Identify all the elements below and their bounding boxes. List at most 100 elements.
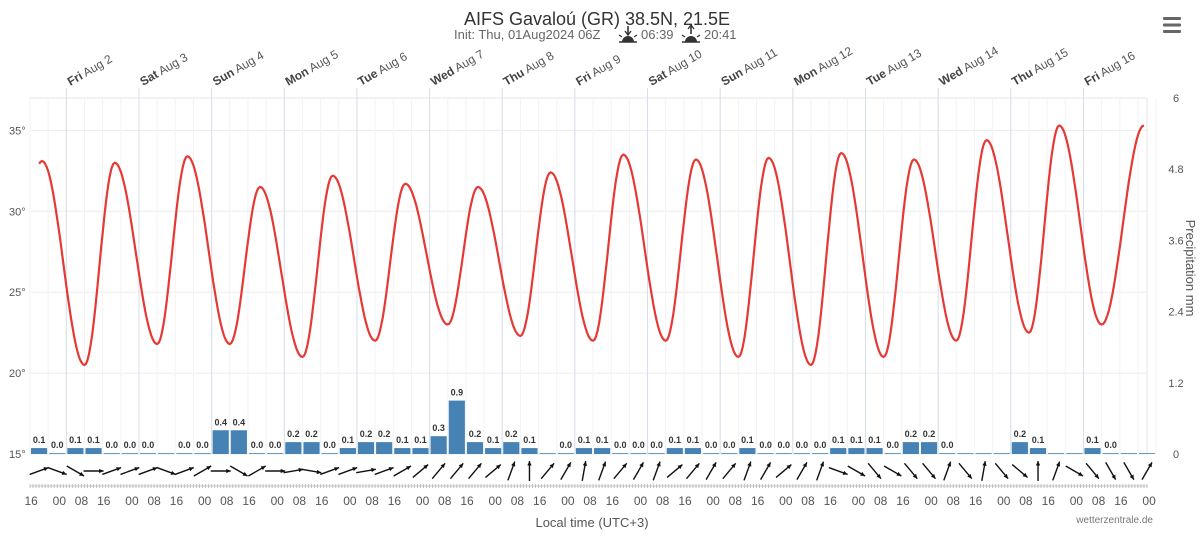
precip-value-label: 0.0 [251, 440, 264, 450]
wind-arrow-head [601, 461, 607, 467]
wind-arrow [156, 466, 176, 476]
precip-value-label: 0.2 [378, 429, 391, 439]
wind-arrow [943, 461, 952, 481]
wind-arrow [412, 464, 429, 478]
precip-value-label: 0.0 [796, 440, 809, 450]
precipitation-bars [31, 400, 1156, 454]
wind-arrow-head [842, 470, 848, 475]
wind-arrow-head [819, 461, 824, 467]
wind-arrow-head [549, 463, 555, 469]
precip-value-label: 0.1 [578, 435, 591, 445]
precip-value-label: 0.2 [923, 429, 936, 439]
wind-arrow [796, 461, 808, 481]
precip-bar [1102, 453, 1119, 454]
precip-value-label: 0.1 [1086, 435, 1099, 445]
precip-value-label: 0.3 [432, 423, 445, 433]
wind-arrow-head [1035, 461, 1041, 466]
precip-bar [212, 430, 229, 454]
wind-arrow-head [566, 462, 571, 468]
wind-arrow-head [440, 463, 446, 469]
precip-bar [575, 448, 593, 454]
time-tick-label: 16 [388, 494, 402, 508]
day-labels: Fri Aug 2 Sat Aug 3 Sun Aug 4 Mon Aug 5 Tue … [65, 43, 1138, 88]
precip-axis-label: 1.2 [1168, 378, 1183, 390]
time-tick-label: 08 [365, 494, 379, 508]
precip-bar [884, 453, 901, 454]
time-tick-label: 08 [438, 494, 452, 508]
wind-arrow-head [206, 466, 212, 471]
time-tick-label: 08 [75, 494, 89, 508]
wind-arrow-head [495, 464, 501, 470]
x-axis-title: Local time (UTC+3) [535, 515, 648, 530]
temp-axis-label: 35° [9, 125, 26, 137]
time-tick-label: 16 [824, 494, 838, 508]
precip-value-label: 0.0 [632, 440, 645, 450]
wind-arrow [485, 464, 502, 478]
time-tick-label: 00 [125, 494, 139, 508]
precip-bar [103, 453, 120, 454]
precip-value-label: 0.1 [596, 435, 609, 445]
precip-bar [466, 442, 484, 454]
precip-value-label: 0.0 [1104, 440, 1117, 450]
wind-arrow-head [1111, 474, 1116, 480]
wind-arrow [265, 468, 286, 474]
precip-value-label: 0.1 [868, 435, 881, 445]
precipitation-labels: 0.1 0.0 0.1 0.1 0.0 0.0 0.0 0.0 0.0 0.4 0.4 0.0 0.0 0… [33, 388, 1117, 451]
day-date: Aug 15 [1028, 45, 1071, 78]
precip-bar [31, 448, 48, 454]
wind-arrow-head [912, 473, 918, 479]
precip-bar [830, 448, 847, 454]
day-label: Mon Aug 5 [283, 47, 341, 89]
day-date: Aug 4 [230, 48, 267, 77]
time-tick-label: 00 [416, 494, 430, 508]
precip-bar [121, 453, 138, 454]
precip-value-label: 0.4 [233, 417, 246, 427]
credit-link[interactable]: wetterzentrale.de [1075, 515, 1153, 526]
wind-arrow [138, 466, 158, 476]
precip-bar [757, 453, 774, 454]
precip-bar [975, 453, 992, 454]
wind-arrow-head [766, 462, 771, 468]
time-tick-label: 00 [779, 494, 793, 508]
precip-value-label: 0.0 [705, 440, 718, 450]
wind-arrow-head [280, 468, 286, 474]
day-label: Sat Aug 10 [646, 47, 705, 89]
precip-value-label: 0.2 [305, 429, 318, 439]
wind-arrow-head [170, 470, 176, 475]
wind-arrow-head [582, 461, 588, 466]
precip-value-label: 0.1 [669, 435, 682, 445]
wind-arrow-head [711, 462, 717, 468]
wind-arrow-head [1056, 461, 1061, 467]
chart-title: AIFS Gavaloú (GR) 38.5N, 21.5E [464, 9, 730, 29]
wind-arrow [338, 466, 358, 476]
precip-bar [1066, 453, 1083, 454]
wind-arrow-head [458, 463, 464, 469]
time-tick-label: 16 [97, 494, 111, 508]
precip-axis-label: 4.8 [1168, 164, 1183, 176]
wind-arrow [775, 464, 792, 478]
wind-arrow [815, 461, 825, 481]
precip-value-label: 0.0 [142, 440, 155, 450]
precip-value-label: 0.0 [614, 440, 627, 450]
time-tick-label: 16 [678, 494, 692, 508]
time-tick-label: 16 [969, 494, 983, 508]
precip-bar [376, 442, 393, 454]
precip-value-label: 0.0 [941, 440, 954, 450]
sunset-icon [681, 23, 701, 43]
time-tick-label: 16 [606, 494, 620, 508]
precip-bar [666, 448, 683, 454]
time-tick-label: 08 [147, 494, 161, 508]
hamburger-menu-icon[interactable] [1162, 16, 1182, 34]
precip-bar [412, 448, 429, 454]
time-tick-label: 08 [656, 494, 670, 508]
wind-arrow-head [260, 466, 266, 471]
day-label: Fri Aug 2 [65, 52, 115, 89]
time-tick-label: 08 [947, 494, 961, 508]
wind-arrow [613, 462, 628, 480]
wind-arrow-head [747, 461, 752, 467]
precip-bar [920, 442, 938, 454]
time-tick-label: 08 [801, 494, 815, 508]
wind-arrow [540, 462, 555, 480]
precip-bar [993, 453, 1010, 454]
wind-arrow [958, 462, 973, 480]
